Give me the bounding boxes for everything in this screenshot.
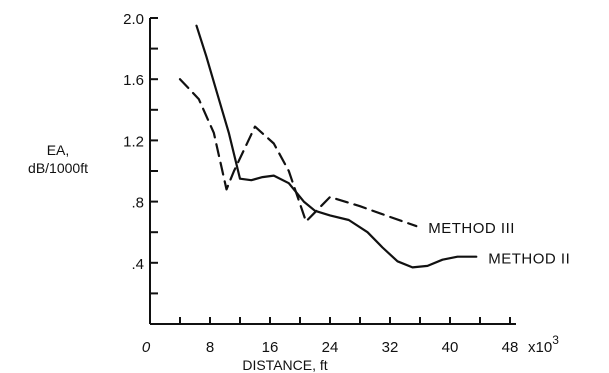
y-tick-label: 2.0: [123, 11, 144, 28]
x-tick-label: 48: [502, 339, 519, 356]
x-tick-label: 32: [382, 339, 399, 356]
y-tick-label: .4: [131, 256, 144, 273]
series-label-2: METHOD II: [488, 251, 570, 268]
y-tick-label: 1.6: [123, 72, 144, 89]
labels: EA, dB/1000ft DISTANCE, ft x103: [28, 142, 559, 373]
x-scale-text: x10: [528, 339, 552, 356]
x-scale-exponent: 3: [552, 333, 559, 347]
x-tick-label: 8: [206, 339, 214, 356]
series-layer: METHOD III METHOD II: [180, 26, 570, 268]
y-tick-label: 1.2: [123, 133, 144, 150]
axes: .4 .8 1.2 1.6 2.0 0 8 16 24 32 40 48: [123, 11, 518, 356]
x-axis-title: DISTANCE, ft: [242, 357, 327, 373]
x-tick-label: 24: [322, 339, 339, 356]
x-tick-label: 16: [262, 339, 279, 356]
x-tick-label: 0: [142, 339, 151, 356]
y-axis-title-line1: EA,: [47, 142, 70, 158]
x-tick-label: 40: [442, 339, 459, 356]
x-scale-multiplier: x103: [528, 333, 559, 356]
series-label-1: METHOD III: [428, 220, 515, 237]
y-axis-title-line2: dB/1000ft: [28, 160, 88, 176]
y-tick-label: .8: [131, 195, 144, 212]
series-line-1: [180, 79, 416, 226]
